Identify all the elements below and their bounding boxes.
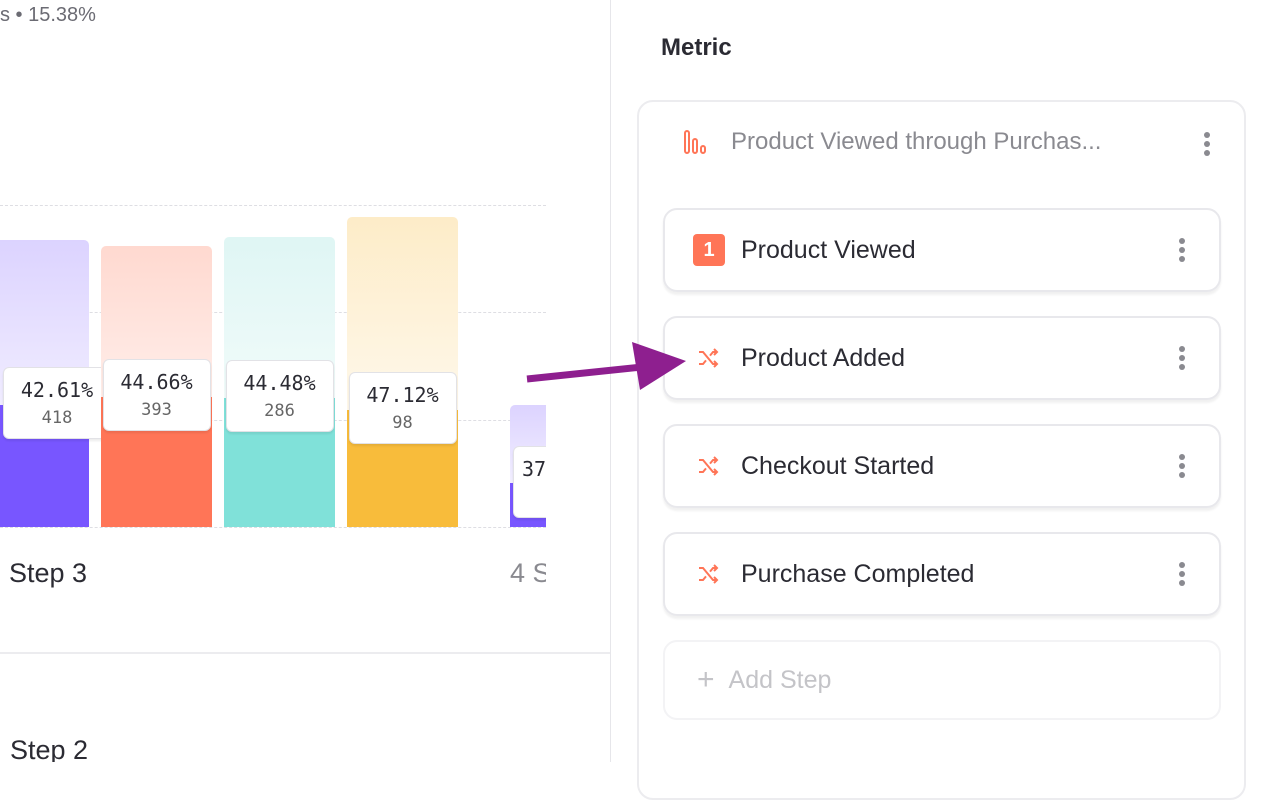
funnel-chart-icon (684, 130, 706, 154)
bar-data-label: 44.48% 286 (225, 360, 334, 432)
funnel-step-checkout-started[interactable]: Checkout Started (663, 424, 1221, 508)
conversion-percent: 37 (522, 457, 546, 481)
plus-icon: + (697, 663, 715, 696)
add-step-label: Add Step (728, 665, 832, 694)
shuffle-icon (699, 348, 719, 368)
step-label: 4 S (510, 558, 546, 588)
step-label: Checkout Started (741, 451, 935, 480)
more-options-icon[interactable] (1204, 132, 1210, 159)
divider (0, 652, 610, 654)
bar-data-label: 47.12% 98 (348, 372, 457, 444)
metric-heading: Metric (661, 34, 732, 61)
metric-panel: Metric Product Viewed through Purchas...… (612, 0, 1264, 800)
bar-data-label: 37 (513, 446, 546, 518)
funnel-title[interactable]: Product Viewed through Purchas... (683, 128, 1101, 156)
more-options-icon[interactable] (1179, 238, 1185, 265)
conversion-percent: 47.12% (366, 383, 439, 407)
gridline (0, 205, 546, 206)
conversion-percent: 44.66% (120, 370, 193, 394)
step-number-badge: 1 (693, 234, 725, 266)
chart-panel: s • 15.38% 42.61% 418 44.66% 393 44.48% 286 47… (0, 0, 611, 762)
conversion-summary: s • 15.38% (0, 4, 96, 26)
bar-data-label: 42.61% 418 (3, 367, 111, 439)
funnel-chart: 42.61% 418 44.66% 393 44.48% 286 47.12% 98 37 (0, 0, 546, 540)
more-options-icon[interactable] (1179, 346, 1185, 373)
step-label: Purchase Completed (741, 559, 975, 588)
funnel-title-text: Product Viewed through Purchas... (731, 128, 1102, 155)
more-options-icon[interactable] (1179, 562, 1185, 589)
funnel-step-product-viewed[interactable]: 1 Product Viewed (663, 208, 1221, 292)
conversion-count: 393 (141, 400, 172, 420)
funnel-step-purchase-completed[interactable]: Purchase Completed (663, 532, 1221, 616)
step-label: Product Added (741, 343, 906, 372)
funnel-step-product-added[interactable]: Product Added (663, 316, 1221, 400)
conversion-percent: 42.61% (20, 378, 94, 402)
conversion-percent: 44.48% (243, 371, 316, 395)
funnel-metric-card: Product Viewed through Purchas... 1 Prod… (637, 100, 1246, 800)
step-label: Step 3 (9, 558, 88, 588)
shuffle-icon (699, 564, 719, 584)
conversion-count: 418 (41, 408, 73, 428)
more-options-icon[interactable] (1179, 454, 1185, 481)
bar-data-label: 44.66% 393 (102, 359, 211, 431)
add-step-button[interactable]: + Add Step (663, 640, 1221, 720)
conversion-count: 286 (264, 401, 295, 421)
step-label: Step 2 (10, 735, 89, 762)
shuffle-icon (699, 456, 719, 476)
step-label: Product Viewed (741, 235, 916, 264)
gridline (0, 527, 546, 528)
conversion-count: 98 (392, 413, 413, 433)
